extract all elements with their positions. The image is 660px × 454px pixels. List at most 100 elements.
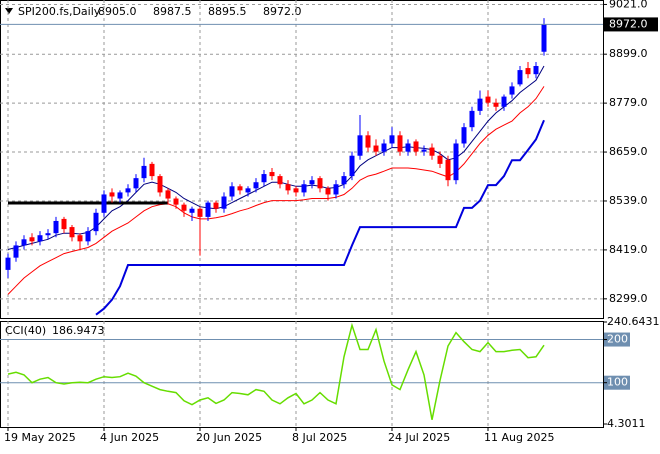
- candle-body: [45, 233, 51, 236]
- indicator-value: 186.9473: [52, 324, 105, 337]
- candle-body: [157, 176, 163, 193]
- x-tick-label: 19 May 2025: [4, 431, 76, 444]
- candle-body: [269, 172, 275, 177]
- level-label-box: [604, 332, 630, 347]
- header-value: 8972.0: [263, 5, 302, 18]
- candle-body: [397, 135, 403, 152]
- x-tick-label: 20 Jun 2025: [196, 431, 262, 444]
- candle-body: [525, 68, 531, 75]
- candle-body: [69, 227, 75, 238]
- candle-body: [469, 110, 475, 128]
- cci-line: [7, 322, 545, 420]
- candle-body: [221, 196, 227, 209]
- candle-body: [413, 141, 419, 152]
- last-price-box: [604, 17, 658, 32]
- candle-body: [37, 235, 43, 242]
- candle-body: [29, 237, 35, 242]
- candle-body: [205, 202, 211, 217]
- candle-body: [341, 176, 347, 185]
- indicator-line: [95, 119, 545, 316]
- panel-frame: [0, 321, 604, 428]
- y-tick-label: 4.3011: [607, 417, 646, 430]
- candle-body: [93, 212, 99, 232]
- x-tick-label: 8 Jul 2025: [292, 431, 347, 444]
- candle-body: [213, 202, 219, 209]
- y-tick-label: 200: [607, 333, 628, 346]
- candle-body: [485, 96, 491, 103]
- y-tick-label: 8899.0: [609, 47, 648, 60]
- candle-body: [117, 192, 123, 199]
- y-tick-label: 8659.0: [609, 145, 648, 158]
- y-tick-label: 9021.0: [609, 0, 648, 10]
- candle-body: [237, 186, 243, 191]
- candle-body: [517, 70, 523, 85]
- y-tick-label: 100: [607, 376, 628, 389]
- y-tick-label: 8299.0: [609, 292, 648, 305]
- candle-body: [197, 208, 203, 217]
- candle-body: [125, 188, 131, 193]
- candle-body: [285, 184, 291, 191]
- candle-body: [357, 135, 363, 156]
- candle-body: [437, 155, 443, 164]
- candle-body: [317, 178, 323, 189]
- y-tick-label: 8779.0: [609, 96, 648, 109]
- candle-body: [109, 192, 115, 197]
- x-tick-label: 24 Jul 2025: [388, 431, 450, 444]
- candle-body: [5, 257, 11, 270]
- candle-body: [533, 66, 539, 75]
- candle-body: [421, 149, 427, 152]
- y-tick-label: 240.6431: [607, 315, 660, 328]
- candle-body: [301, 184, 307, 193]
- candle-body: [405, 143, 411, 152]
- candle-body: [261, 174, 267, 183]
- candle-body: [181, 204, 187, 211]
- candle-body: [477, 98, 483, 111]
- candle-body: [141, 165, 147, 179]
- header-value: 8895.5: [208, 5, 247, 18]
- candle-body: [349, 155, 355, 177]
- candle-body: [309, 180, 315, 185]
- candle-body: [173, 198, 179, 205]
- candle-body: [325, 188, 331, 195]
- header-value: 8987.5: [153, 5, 192, 18]
- candle-body: [333, 184, 339, 195]
- x-tick-label: 4 Jun 2025: [100, 431, 159, 444]
- indicator-title: CCI(40): [5, 324, 46, 337]
- candle-body: [77, 235, 83, 242]
- candle-body: [165, 190, 171, 199]
- candle-body: [245, 188, 251, 193]
- candle-body: [189, 208, 195, 213]
- candle-body: [373, 145, 379, 152]
- candle-body: [85, 231, 91, 242]
- candle-body: [149, 163, 155, 177]
- last-price-label: 8972.0: [609, 17, 648, 30]
- candle-body: [541, 24, 547, 52]
- candle-body: [21, 239, 27, 246]
- level-label-box: [604, 375, 630, 390]
- candle-body: [389, 135, 395, 144]
- candle-body: [429, 147, 435, 156]
- candle-body: [445, 159, 451, 181]
- candle-body: [509, 86, 515, 95]
- candle-body: [53, 220, 59, 234]
- candle-body: [501, 96, 507, 107]
- candle-body: [253, 182, 259, 189]
- candle-body: [101, 194, 107, 213]
- candle-body: [365, 135, 371, 148]
- y-tick-label: 8419.0: [609, 243, 648, 256]
- collapse-icon: [5, 8, 13, 14]
- candle-body: [133, 178, 139, 189]
- header-value: 8905.0: [98, 5, 137, 18]
- y-tick-label: 8539.0: [609, 194, 648, 207]
- candle-body: [461, 127, 467, 144]
- panel-frame: [0, 0, 604, 319]
- candle-body: [229, 186, 235, 197]
- candle-body: [381, 143, 387, 152]
- candle-body: [493, 102, 499, 107]
- candle-body: [277, 176, 283, 185]
- chart-title: SPI200.fs,Daily: [18, 5, 101, 18]
- candle-body: [453, 143, 459, 181]
- candle-body: [293, 188, 299, 193]
